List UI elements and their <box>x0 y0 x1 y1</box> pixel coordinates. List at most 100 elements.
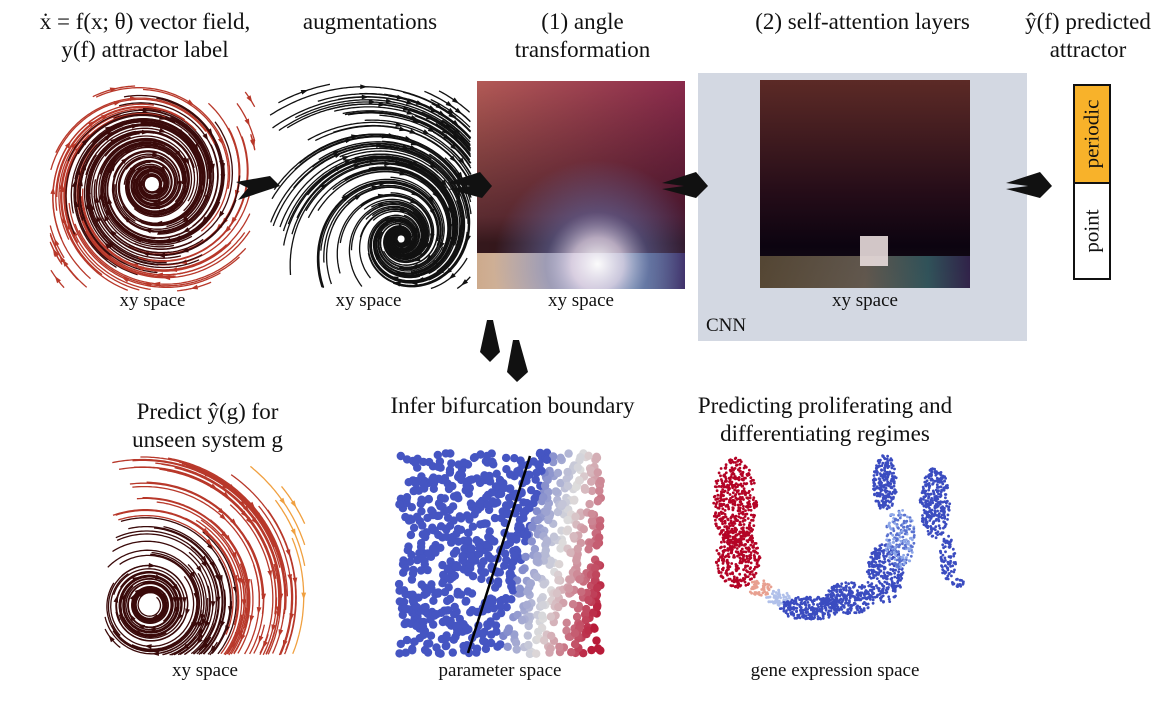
parameter-point <box>500 518 509 528</box>
cell-point <box>949 565 952 568</box>
cell-point <box>723 473 726 476</box>
parameter-point <box>521 537 530 546</box>
parameter-point <box>567 648 576 657</box>
parameter-point <box>533 515 543 525</box>
cell-point <box>752 515 756 519</box>
cell-point <box>728 541 732 545</box>
cell-point <box>896 518 900 522</box>
stream-arrow <box>398 248 406 254</box>
cell-point <box>889 513 893 517</box>
stream-arrow <box>251 517 258 525</box>
cell-point <box>742 523 746 526</box>
cell-point <box>889 531 893 535</box>
cell-point <box>883 557 886 561</box>
parameter-point <box>449 549 459 558</box>
cell-point <box>893 489 897 492</box>
cell-point <box>735 547 739 550</box>
parameter-point <box>449 635 458 644</box>
cell-point <box>731 513 735 517</box>
cell-point <box>749 529 753 533</box>
cell-point <box>771 592 774 596</box>
parameter-point <box>409 523 419 532</box>
cell-point <box>750 482 753 486</box>
cell-point <box>944 559 947 562</box>
stream-arrow <box>289 613 295 621</box>
cell-point <box>935 470 938 473</box>
cell-point <box>739 503 742 506</box>
parameter-point <box>518 565 527 575</box>
cell-point <box>756 551 759 555</box>
cell-point <box>728 522 731 526</box>
cell-point <box>738 572 742 576</box>
parameter-point <box>526 579 535 588</box>
cell-point <box>737 582 741 585</box>
cell-point <box>748 590 752 594</box>
parameter-point <box>444 484 454 494</box>
cell-point <box>733 545 736 549</box>
cell-point <box>943 506 946 510</box>
cell-point <box>949 539 953 543</box>
cell-point <box>924 483 927 487</box>
cell-point <box>891 541 895 544</box>
cell-point <box>947 534 950 538</box>
cell-point <box>877 481 881 485</box>
parameter-point <box>488 457 497 467</box>
parameter-point <box>587 486 597 496</box>
parameter-point <box>525 504 534 513</box>
cell-point <box>885 483 889 487</box>
cell-point <box>895 576 899 580</box>
cell-point <box>924 501 928 505</box>
cell-point <box>738 462 742 466</box>
cell-point <box>726 518 730 522</box>
cell-point <box>866 606 870 610</box>
cell-point <box>936 509 939 513</box>
regimes-title-line2: differentiating regimes <box>720 421 930 446</box>
cell-point <box>856 589 859 593</box>
cell-point <box>882 600 885 604</box>
cell-point <box>721 553 725 556</box>
cell-point <box>942 526 945 530</box>
cell-point <box>901 509 904 512</box>
cell-point <box>882 497 885 501</box>
cell-point <box>960 579 963 582</box>
parameter-point <box>450 571 460 580</box>
cell-point <box>831 603 835 606</box>
parameter-point <box>542 536 551 545</box>
parameter-point <box>556 478 565 488</box>
cell-point <box>777 592 781 596</box>
predicted-title-line2: attractor <box>1049 37 1127 62</box>
cell-point <box>879 506 882 510</box>
cell-point <box>824 597 828 600</box>
cell-point <box>887 595 891 599</box>
cell-point <box>899 566 903 569</box>
cell-point <box>742 537 746 541</box>
parameter-point <box>577 587 586 596</box>
cell-point <box>851 581 854 585</box>
cell-point <box>797 616 801 619</box>
stream-arrow <box>144 644 152 649</box>
cell-point <box>888 506 891 509</box>
parameter-point <box>546 612 556 621</box>
parameter-point <box>555 560 564 569</box>
cell-point <box>926 482 929 486</box>
arrow-down-1 <box>480 320 500 362</box>
cell-point <box>939 473 942 476</box>
cell-point <box>753 542 757 545</box>
stream-arrow <box>451 97 460 104</box>
parameter-point <box>427 580 436 589</box>
stream-arrow <box>136 266 144 272</box>
cell-point <box>734 456 738 460</box>
cell-point <box>884 463 887 467</box>
cell-point <box>746 517 750 520</box>
parameter-point <box>418 554 427 563</box>
cell-point <box>892 477 895 481</box>
parameter-point <box>419 530 428 539</box>
cell-point <box>881 588 884 591</box>
stream-arrow <box>243 505 250 513</box>
stream-arrow <box>200 555 208 563</box>
cell-point <box>886 480 890 484</box>
cell-point <box>723 489 727 493</box>
stream-arrow <box>452 227 457 235</box>
cell-point <box>786 600 790 603</box>
cell-point <box>749 551 753 554</box>
